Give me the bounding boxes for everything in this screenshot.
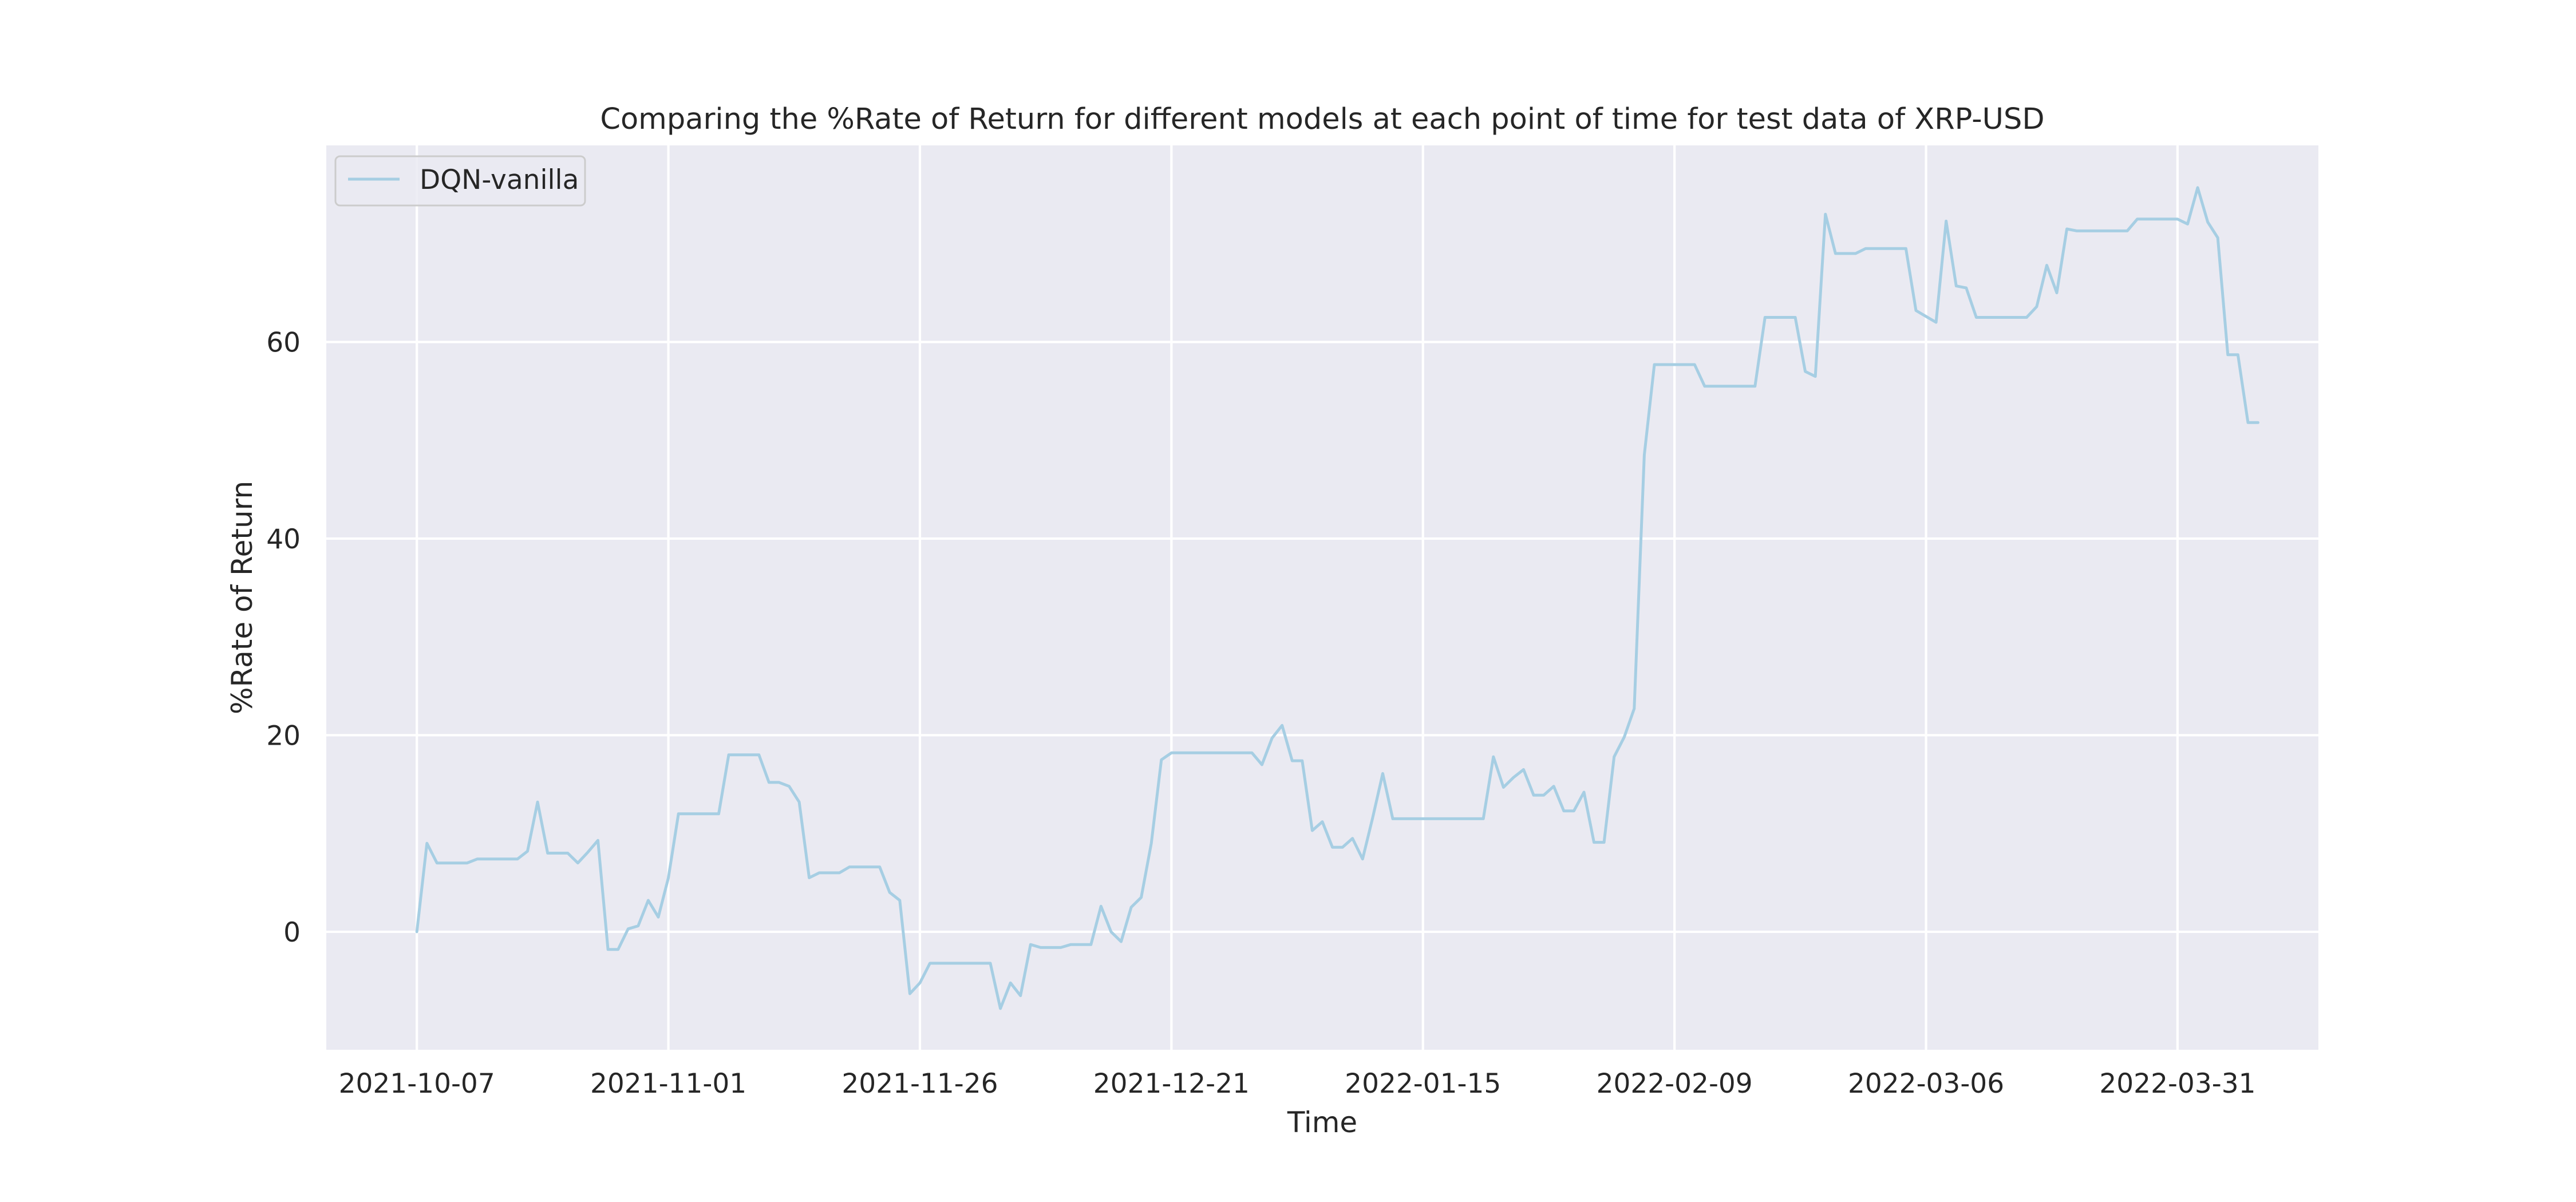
- y-tick-label: 60: [266, 327, 301, 358]
- x-tick-labels: 2021-10-07 2021-11-01 2021-11-26 2021-12-21…: [339, 1068, 2256, 1100]
- plot-area: [326, 145, 2318, 1050]
- y-gridlines: [326, 341, 2318, 934]
- x-tick-label: 2022-02-09: [1597, 1068, 1753, 1100]
- x-axis-label: Time: [1287, 1106, 1357, 1139]
- x-tick-label: 2021-11-01: [590, 1068, 746, 1100]
- x-tick-label: 2022-03-06: [1848, 1068, 2004, 1100]
- chart-title: Comparing the %Rate of Return for differ…: [600, 102, 2044, 136]
- y-tick-labels: 0 20 40 60: [266, 327, 301, 948]
- series-layer: [415, 186, 2259, 1010]
- legend-label: DQN-vanilla: [420, 164, 579, 196]
- x-tick-label: 2022-03-31: [2099, 1068, 2255, 1100]
- x-gridlines: [416, 145, 2179, 1050]
- y-tick-label: 20: [266, 720, 301, 752]
- x-tick-label: 2021-10-07: [339, 1068, 495, 1100]
- y-tick-label: 40: [266, 524, 301, 555]
- legend: DQN-vanilla: [334, 155, 586, 207]
- x-tick-label: 2021-12-21: [1093, 1068, 1250, 1100]
- x-tick-label: 2021-11-26: [841, 1068, 998, 1100]
- x-tick-label: 2022-01-15: [1345, 1068, 1501, 1100]
- y-axis-label: %Rate of Return: [226, 481, 259, 714]
- y-tick-label: 0: [283, 917, 301, 948]
- legend-box: [334, 155, 586, 207]
- series-line-1: [415, 186, 2259, 1010]
